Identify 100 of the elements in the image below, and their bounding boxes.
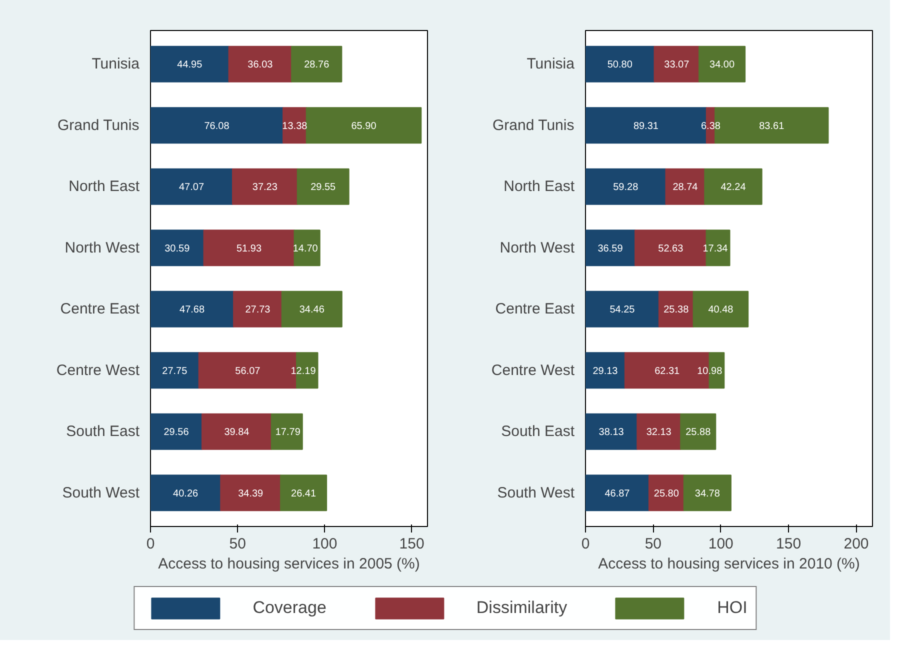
bar xyxy=(658,290,694,328)
bar xyxy=(698,46,746,82)
data-label: 76.08 xyxy=(204,120,230,132)
bar xyxy=(150,46,230,82)
data-label: 56.07 xyxy=(235,366,261,377)
legend-label: Dissimilarity xyxy=(476,598,568,618)
bar xyxy=(648,474,684,512)
data-label: 50.80 xyxy=(607,60,633,71)
bar xyxy=(228,46,292,82)
bar xyxy=(150,290,234,328)
data-label: 34.46 xyxy=(299,304,325,316)
y-tick-label: Centre West xyxy=(56,362,140,379)
data-label: 10.98 xyxy=(697,366,723,377)
x-axis-title: Access to housing services in 2005 (%) xyxy=(158,556,420,572)
bar xyxy=(586,352,626,389)
bar xyxy=(586,46,655,82)
y-tick-label: South East xyxy=(66,423,140,440)
y-tick-label: Tunisia xyxy=(526,56,576,73)
bar xyxy=(683,474,732,512)
data-label: 36.59 xyxy=(598,243,624,254)
data-label: 52.63 xyxy=(658,243,684,254)
data-label: 54.25 xyxy=(610,304,636,316)
data-label: 38.13 xyxy=(598,427,624,438)
data-label: 47.07 xyxy=(178,182,204,194)
data-label: 28.76 xyxy=(304,60,330,71)
bar xyxy=(233,290,282,328)
y-tick-label: South West xyxy=(497,484,576,502)
data-label: 42.24 xyxy=(720,182,746,194)
x-tick-label: 150 xyxy=(399,536,424,552)
bar xyxy=(281,290,342,328)
y-tick-label: Grand Tunis xyxy=(492,116,574,134)
y-tick-label: Centre West xyxy=(491,362,576,379)
y-tick-label: North East xyxy=(504,178,576,196)
x-tick-label: 50 xyxy=(229,536,246,552)
data-label: 36.03 xyxy=(248,60,274,71)
data-label: 25.38 xyxy=(664,304,690,316)
data-label: 34.00 xyxy=(710,60,736,71)
y-tick-label: South West xyxy=(62,484,140,502)
data-label: 28.74 xyxy=(672,182,698,194)
data-label: 47.68 xyxy=(180,304,205,316)
legend-label: HOI xyxy=(717,598,748,618)
data-label: 89.31 xyxy=(633,120,659,132)
y-tick-label: North West xyxy=(64,239,140,256)
bar xyxy=(150,168,233,205)
y-tick-label: South East xyxy=(501,423,576,440)
data-label: 39.84 xyxy=(224,427,250,438)
bar xyxy=(654,46,700,82)
bar xyxy=(586,230,636,266)
bar xyxy=(270,413,303,450)
bar xyxy=(150,352,200,389)
data-label: 34.78 xyxy=(694,488,720,500)
x-tick-label: 100 xyxy=(708,536,734,552)
data-label: 32.13 xyxy=(646,427,672,438)
data-label: 59.28 xyxy=(613,182,639,194)
x-tick-label: 0 xyxy=(146,536,155,552)
bar xyxy=(203,230,295,266)
bar xyxy=(220,474,282,512)
bar xyxy=(150,474,222,512)
bar xyxy=(280,474,328,512)
x-tick-label: 200 xyxy=(844,536,869,552)
bar xyxy=(586,474,650,512)
bar xyxy=(665,168,706,205)
data-label: 40.48 xyxy=(708,304,734,316)
x-tick-label: 150 xyxy=(776,536,802,552)
bar xyxy=(291,46,342,82)
x-tick-label: 100 xyxy=(312,536,338,552)
bar xyxy=(306,107,422,144)
bar xyxy=(586,413,638,450)
y-tick-label: Centre East xyxy=(60,300,140,318)
data-label: 17.34 xyxy=(702,243,728,254)
bar xyxy=(680,413,716,450)
bar xyxy=(706,230,730,266)
data-label: 62.31 xyxy=(654,366,680,377)
data-label: 26.41 xyxy=(291,488,317,500)
legend-label: Coverage xyxy=(252,598,326,618)
data-label: 65.90 xyxy=(351,120,377,132)
data-label: 25.80 xyxy=(654,488,680,500)
bar xyxy=(704,168,762,205)
data-label: 14.70 xyxy=(292,243,318,254)
data-label: 33.07 xyxy=(664,60,690,71)
y-tick-label: Centre East xyxy=(495,300,576,318)
y-tick-label: Grand Tunis xyxy=(58,116,140,134)
data-label: 34.39 xyxy=(238,488,264,500)
data-label: 83.61 xyxy=(759,120,785,132)
x-axis-title: Access to housing services in 2010 (%) xyxy=(598,556,860,572)
data-label: 6.38 xyxy=(700,120,721,132)
data-label: 37.23 xyxy=(252,182,278,194)
data-label: 40.26 xyxy=(173,488,199,500)
data-label: 25.88 xyxy=(686,427,712,438)
bar xyxy=(150,230,204,266)
bar xyxy=(150,107,284,144)
data-label: 44.95 xyxy=(177,60,203,71)
x-tick-label: 0 xyxy=(581,536,590,552)
y-tick-label: Tunisia xyxy=(92,56,140,73)
bar xyxy=(586,290,660,328)
x-tick-label: 50 xyxy=(644,536,662,552)
data-label: 13.38 xyxy=(282,120,308,132)
bar xyxy=(232,168,298,205)
y-tick-label: North West xyxy=(500,239,576,256)
data-label: 51.93 xyxy=(236,243,262,254)
